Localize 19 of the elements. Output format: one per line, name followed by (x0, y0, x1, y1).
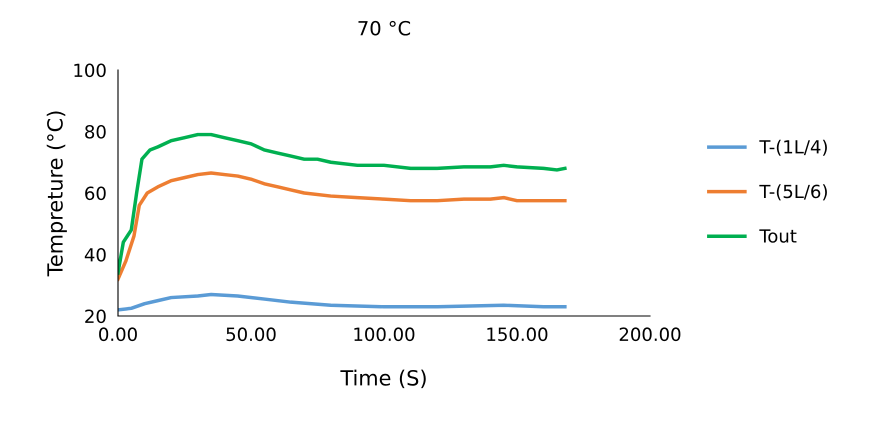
x-tick-label: 150.00 (487, 327, 548, 342)
y-axis-title: Tempreture (°C) (46, 112, 67, 276)
legend-label: T-(1L/4) (759, 140, 827, 156)
x-axis-title: Time (S) (340, 370, 426, 388)
x-tick-label: 200.00 (620, 327, 680, 342)
x-tick-label: 50.00 (226, 327, 276, 342)
x-tick-label: 0.00 (99, 327, 137, 342)
legend-label: Tout (759, 229, 796, 243)
x-tick-label: 100.00 (354, 327, 414, 342)
y-tick-label: 60 (85, 186, 106, 200)
y-tick-label: 40 (84, 248, 106, 262)
line-series (118, 132, 567, 275)
y-tick-label: 100 (74, 63, 106, 78)
y-tick-label: 80 (85, 124, 106, 139)
line-series (118, 171, 567, 281)
line-series (118, 292, 567, 312)
y-tick-label: 20 (85, 309, 106, 324)
chart-title: 70 °C (358, 20, 410, 36)
legend-label: T-(5L/6) (759, 184, 827, 200)
